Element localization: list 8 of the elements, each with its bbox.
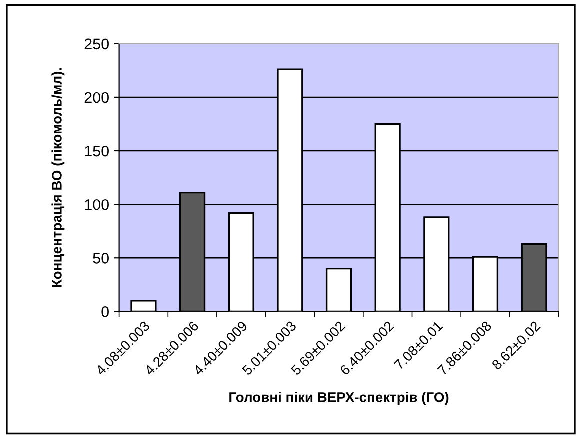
y-tick-label: 0 xyxy=(102,306,109,318)
y-axis-title: Концентрація ВО (пікомоль/мл). xyxy=(52,68,65,288)
x-axis-title: Головні піки ВЕРХ-спектрів (ГО) xyxy=(230,392,449,406)
y-tick-label: 250 xyxy=(84,38,109,50)
y-tick-label: 150 xyxy=(85,146,109,157)
y-tick-label: 100 xyxy=(85,199,109,210)
y-tick-label: 50 xyxy=(93,253,109,264)
y-tick-label: 200 xyxy=(84,92,109,104)
